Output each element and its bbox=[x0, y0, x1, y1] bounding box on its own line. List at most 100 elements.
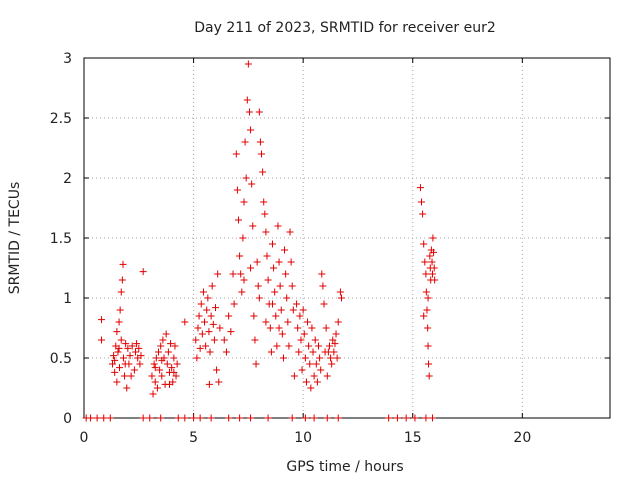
data-point bbox=[319, 282, 327, 290]
data-point bbox=[431, 276, 439, 284]
data-point bbox=[152, 354, 160, 362]
data-point bbox=[110, 352, 118, 360]
data-point bbox=[196, 344, 204, 352]
data-point bbox=[418, 198, 426, 206]
data-point bbox=[212, 304, 219, 312]
data-point bbox=[271, 288, 279, 296]
data-point bbox=[334, 318, 342, 326]
data-point bbox=[333, 354, 341, 362]
data-point bbox=[121, 360, 129, 368]
data-point bbox=[164, 348, 172, 356]
data-point bbox=[157, 342, 165, 350]
data-point bbox=[428, 414, 436, 422]
data-point bbox=[172, 372, 180, 380]
data-point bbox=[301, 354, 309, 362]
data-point bbox=[243, 96, 251, 104]
data-point bbox=[247, 264, 255, 272]
data-point bbox=[225, 414, 233, 422]
data-point bbox=[247, 126, 255, 134]
data-point bbox=[114, 348, 122, 356]
data-point bbox=[286, 228, 294, 236]
data-point bbox=[307, 384, 315, 392]
data-point bbox=[156, 366, 164, 374]
data-point bbox=[196, 414, 204, 422]
x-tick-label: 10 bbox=[294, 430, 312, 446]
data-point bbox=[181, 318, 189, 326]
data-point bbox=[424, 324, 432, 332]
data-point bbox=[209, 320, 217, 328]
x-axis-label: GPS time / hours bbox=[286, 459, 403, 475]
data-point bbox=[205, 328, 213, 336]
data-point bbox=[322, 324, 330, 332]
data-point bbox=[162, 330, 170, 338]
data-point bbox=[254, 282, 262, 290]
data-point bbox=[124, 344, 132, 352]
data-point bbox=[268, 300, 276, 308]
data-point bbox=[121, 372, 129, 380]
data-point bbox=[174, 414, 182, 422]
data-point bbox=[197, 300, 205, 308]
y-tick-label: 1.5 bbox=[50, 231, 72, 247]
data-point bbox=[411, 414, 419, 422]
data-point bbox=[158, 356, 166, 364]
data-point bbox=[311, 336, 319, 344]
data-point bbox=[320, 300, 328, 308]
data-point bbox=[260, 198, 268, 206]
data-point bbox=[306, 360, 314, 368]
data-point bbox=[255, 108, 263, 116]
data-point bbox=[235, 216, 243, 224]
data-point bbox=[422, 270, 430, 278]
y-axis-label: SRMTID / TECUs bbox=[7, 182, 23, 295]
data-point bbox=[296, 312, 304, 320]
data-point bbox=[300, 330, 308, 338]
data-point bbox=[126, 352, 134, 360]
data-point bbox=[420, 240, 428, 248]
data-point bbox=[137, 352, 145, 360]
data-point bbox=[153, 384, 161, 392]
data-point bbox=[135, 344, 143, 352]
data-point bbox=[222, 348, 230, 356]
data-point bbox=[273, 342, 281, 350]
data-point bbox=[106, 414, 114, 422]
data-point bbox=[146, 414, 154, 422]
data-point bbox=[425, 360, 433, 368]
data-point bbox=[288, 414, 296, 422]
data-point bbox=[98, 336, 106, 344]
x-tick-label: 0 bbox=[80, 430, 89, 446]
data-point bbox=[201, 318, 209, 326]
data-point bbox=[424, 342, 432, 350]
data-point bbox=[108, 360, 116, 368]
data-point bbox=[334, 414, 342, 422]
data-point bbox=[336, 288, 344, 296]
y-tick-label: 1 bbox=[63, 291, 72, 307]
data-point bbox=[193, 354, 201, 362]
data-point bbox=[267, 348, 275, 356]
data-point bbox=[167, 340, 175, 348]
data-point bbox=[325, 342, 333, 350]
data-point bbox=[236, 414, 244, 422]
x-tick-label: 20 bbox=[513, 430, 531, 446]
data-point bbox=[282, 270, 290, 278]
data-point bbox=[100, 414, 108, 422]
data-point bbox=[310, 372, 318, 380]
data-point bbox=[203, 306, 211, 314]
data-point bbox=[195, 312, 203, 320]
data-point bbox=[111, 356, 119, 364]
data-point bbox=[132, 348, 140, 356]
data-point bbox=[149, 390, 157, 398]
y-tick-label: 2.5 bbox=[50, 111, 72, 127]
data-point bbox=[402, 414, 410, 422]
data-point bbox=[284, 318, 292, 326]
data-point bbox=[429, 234, 437, 242]
data-point bbox=[272, 312, 280, 320]
data-point bbox=[236, 252, 244, 260]
data-point bbox=[207, 414, 215, 422]
data-point bbox=[133, 340, 141, 348]
data-point bbox=[139, 414, 147, 422]
data-point bbox=[204, 294, 212, 302]
data-point bbox=[323, 372, 331, 380]
data-point bbox=[421, 258, 429, 266]
data-point bbox=[115, 344, 123, 352]
data-point bbox=[123, 384, 131, 392]
